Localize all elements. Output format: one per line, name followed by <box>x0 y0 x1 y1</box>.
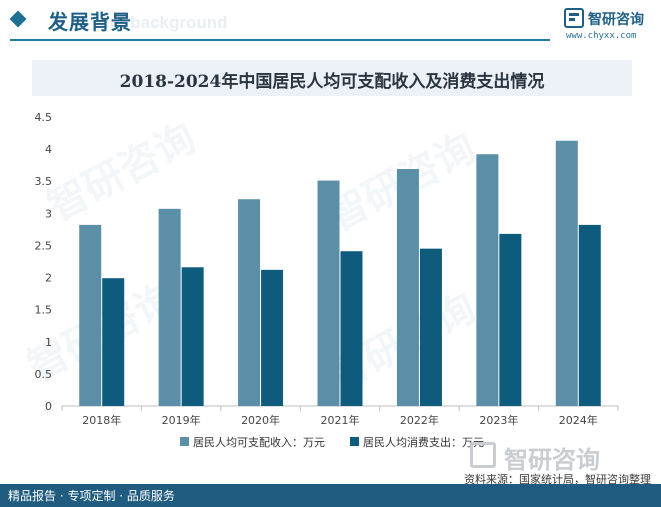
y-tick-label: 2.5 <box>35 239 53 252</box>
bar <box>158 208 181 406</box>
bar <box>555 140 578 407</box>
section-header: ent background 发展背景 <box>0 0 661 44</box>
legend-swatch <box>350 437 359 446</box>
legend-label: 居民人均消费支出：万元 <box>363 435 484 449</box>
bar <box>340 251 363 406</box>
zhiyan-logo-icon <box>564 8 584 28</box>
chart-title: 2018-2024年中国居民人均可支配收入及消费支出情况 <box>119 72 545 92</box>
data-source: 资料来源：国家统计局，智研咨询整理 <box>460 471 651 487</box>
x-tick-label: 2021年 <box>321 413 360 427</box>
bar <box>476 154 499 406</box>
y-tick-label: 0.5 <box>35 368 53 381</box>
bar <box>181 267 204 406</box>
brand-name: 智研咨询 <box>588 12 644 28</box>
footer-slogan: 精品报告 · 专项定制 · 品质服务 <box>8 489 175 503</box>
bar <box>578 224 601 406</box>
bar <box>419 248 442 406</box>
x-tick-label: 2022年 <box>400 413 439 427</box>
y-tick-label: 4.5 <box>35 111 53 124</box>
x-tick-label: 2020年 <box>241 413 280 427</box>
x-tick-label: 2018年 <box>82 413 121 427</box>
legend-swatch <box>180 437 189 446</box>
bar <box>261 269 284 406</box>
bar <box>499 233 522 406</box>
header-divider <box>10 39 550 41</box>
y-tick-label: 3.5 <box>35 175 53 188</box>
bar-chart: 0 0.5 1 1.5 2 2.5 3 3.5 4 4.5 2018年 2019年 2020年 2021年… <box>35 111 619 449</box>
x-tick-label: 2024年 <box>559 413 598 427</box>
bar <box>102 278 125 406</box>
section-title: 发展背景 <box>48 10 132 34</box>
y-tick-label: 3 <box>45 207 52 220</box>
bar <box>79 224 102 406</box>
brand-logo: 智研咨询 www.chyxx.com <box>564 8 659 44</box>
y-tick-label: 2 <box>45 272 52 285</box>
y-tick-label: 4 <box>45 143 52 156</box>
watermark-logo-text: 智研咨询 <box>504 446 600 474</box>
brand-url: www.chyxx.com <box>566 31 637 41</box>
bar <box>317 180 340 406</box>
bar <box>238 199 261 406</box>
x-tick-label: 2019年 <box>162 413 201 427</box>
y-tick-label: 1 <box>45 336 52 349</box>
header-background-text: ent background <box>100 13 228 32</box>
legend-label: 居民人均可支配收入：万元 <box>193 435 325 449</box>
chart-title-band: 2018-2024年中国居民人均可支配收入及消费支出情况 <box>32 60 632 96</box>
y-tick-label: 0 <box>45 400 52 413</box>
footer-bar: 精品报告 · 专项定制 · 品质服务 <box>0 484 661 507</box>
bar <box>396 169 419 406</box>
x-tick-label: 2023年 <box>479 413 518 427</box>
y-tick-label: 1.5 <box>35 304 53 317</box>
watermark-logo-icon <box>470 442 496 468</box>
watermark-logo: 智研咨询 <box>470 440 650 474</box>
